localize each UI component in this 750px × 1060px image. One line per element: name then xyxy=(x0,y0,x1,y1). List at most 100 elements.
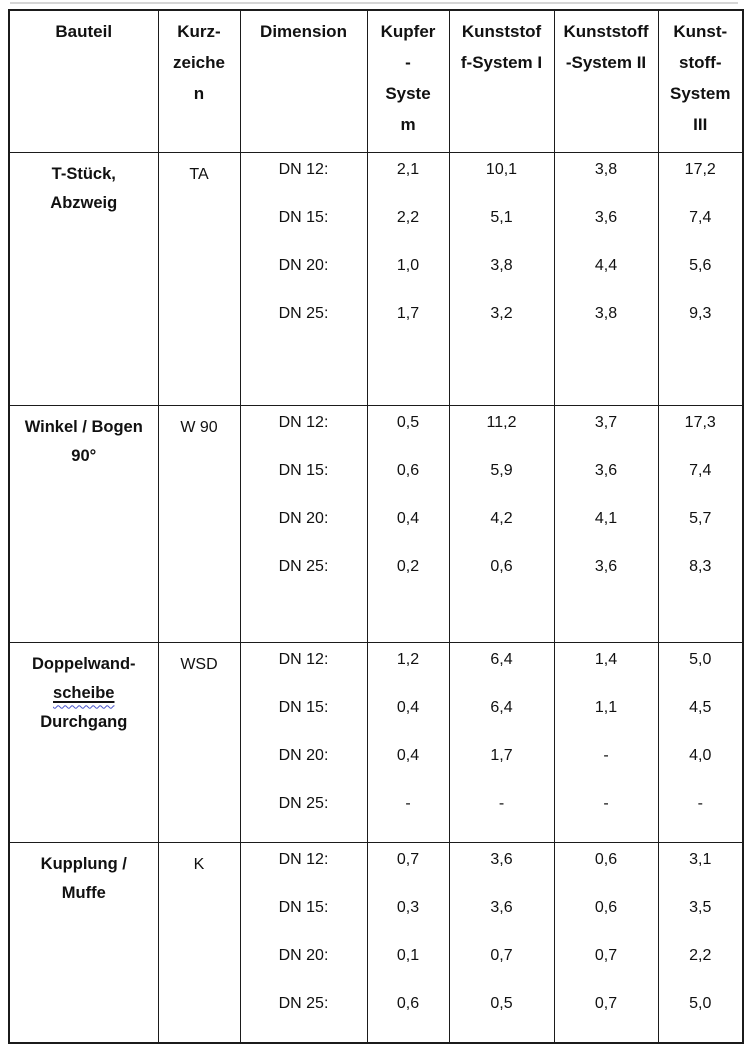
value: 1,1 xyxy=(594,698,618,716)
component-name-line: Winkel / Bogen xyxy=(24,417,143,436)
table-row-t-stueck: T-Stück, Abzweig TA DN 12: DN 15: DN 20:… xyxy=(8,151,744,406)
dimension-label: DN 20: xyxy=(278,509,329,527)
dimension-label: DN 20: xyxy=(278,746,329,764)
scan-artifact-line xyxy=(10,2,738,4)
value: 8,3 xyxy=(689,557,712,575)
kunststoff-system-2-cell: 0,6 0,6 0,7 0,7 xyxy=(553,841,659,1043)
value: 3,6 xyxy=(594,557,618,575)
value: 5,1 xyxy=(490,208,513,226)
dimension-label: DN 15: xyxy=(278,208,329,226)
value: 7,4 xyxy=(689,208,712,226)
value: 3,7 xyxy=(594,413,618,431)
value: 0,6 xyxy=(396,461,420,479)
value: 5,6 xyxy=(689,256,712,274)
value: 3,6 xyxy=(490,898,513,916)
value: 2,2 xyxy=(396,208,420,226)
value: 0,6 xyxy=(490,557,513,575)
value: 0,4 xyxy=(396,509,420,527)
value: 3,8 xyxy=(594,160,618,178)
value: 0,4 xyxy=(396,746,420,764)
value: 3,8 xyxy=(490,256,513,274)
table-row-kupplung-muffe: Kupplung / Muffe K DN 12: DN 15: DN 20: … xyxy=(8,841,744,1043)
dimension-label: DN 20: xyxy=(278,256,329,274)
value: 3,6 xyxy=(594,208,618,226)
component-name-line: scheibe xyxy=(10,679,158,708)
dimension-label: DN 15: xyxy=(278,698,329,716)
value: 0,7 xyxy=(396,850,420,868)
kunststoff-system-3-cell: 3,1 3,5 2,2 5,0 xyxy=(657,841,744,1043)
header-cell-dimension: Dimension xyxy=(239,9,368,153)
component-name-cell: Doppelwand- scheibe Durchgang xyxy=(8,641,159,843)
kunststoff-system-1-cell: 3,6 3,6 0,7 0,5 xyxy=(448,841,555,1043)
value: 2,1 xyxy=(396,160,420,178)
kunststoff-system-1-cell: 11,2 5,9 4,2 0,6 xyxy=(448,404,555,643)
value: 0,7 xyxy=(594,994,618,1012)
dimension-label: DN 15: xyxy=(278,898,329,916)
value: 0,7 xyxy=(594,946,618,964)
value: 4,4 xyxy=(594,256,618,274)
value: 17,2 xyxy=(684,160,716,178)
kupfer-system-cell: 2,1 2,2 1,0 1,7 xyxy=(366,151,450,406)
value: 4,0 xyxy=(689,746,712,764)
value: - xyxy=(498,794,505,812)
header-cell-kurzzeichen: Kurz- zeiche n xyxy=(157,9,241,153)
value: 1,7 xyxy=(396,304,420,322)
header-cell-kunststoff-system-1: Kunststof f-System I xyxy=(448,9,555,153)
kunststoff-system-2-cell: 3,7 3,6 4,1 3,6 xyxy=(553,404,659,643)
value: 5,0 xyxy=(689,650,712,668)
value: 0,6 xyxy=(396,994,420,1012)
component-name-cell: Kupplung / Muffe xyxy=(8,841,159,1043)
kunststoff-system-3-cell: 17,2 7,4 5,6 9,3 xyxy=(657,151,744,406)
table-row-doppelwandscheibe: Doppelwand- scheibe Durchgang WSD DN 12:… xyxy=(8,641,744,843)
value: 0,5 xyxy=(396,413,420,431)
value: 6,4 xyxy=(490,650,513,668)
header-cell-bauteil: Bauteil xyxy=(8,9,159,153)
code-cell: K xyxy=(157,841,241,1043)
kunststoff-system-3-cell: 17,3 7,4 5,7 8,3 xyxy=(657,404,744,643)
value: 0,6 xyxy=(594,898,618,916)
dimension-label: DN 12: xyxy=(278,413,329,431)
value: 5,9 xyxy=(490,461,513,479)
value: 4,5 xyxy=(689,698,712,716)
spellcheck-squiggle: scheibe xyxy=(53,684,114,702)
value: 11,2 xyxy=(486,413,517,431)
value: 0,5 xyxy=(490,994,513,1012)
value: 3,5 xyxy=(689,898,712,916)
component-name-line: Durchgang xyxy=(40,712,128,731)
underlined-word: scheibe xyxy=(53,683,115,702)
value: 3,6 xyxy=(594,461,618,479)
value: - xyxy=(603,746,609,764)
kunststoff-system-1-cell: 6,4 6,4 1,7 - xyxy=(448,641,555,843)
header-cell-kunststoff-system-2: Kunststoff -System II xyxy=(553,9,659,153)
value: 0,7 xyxy=(490,946,513,964)
value: 9,3 xyxy=(689,304,712,322)
value: 6,4 xyxy=(490,698,513,716)
dimension-label: DN 20: xyxy=(278,946,329,964)
value: 10,1 xyxy=(485,160,518,178)
code-cell: W 90 xyxy=(157,404,241,643)
dimension-label: DN 25: xyxy=(278,994,329,1012)
value: 1,7 xyxy=(490,746,513,764)
kupfer-system-cell: 1,2 0,4 0,4 - xyxy=(366,641,450,843)
value: - xyxy=(603,794,609,812)
kunststoff-system-1-cell: 10,1 5,1 3,8 3,2 xyxy=(448,151,555,406)
dimension-label: DN 12: xyxy=(278,850,329,868)
component-pressure-loss-table: Bauteil Kurz- zeiche n Dimension Kupfer … xyxy=(8,9,744,1044)
dimension-cell: DN 12: DN 15: DN 20: DN 25: xyxy=(239,151,368,406)
value: - xyxy=(405,794,411,812)
value: 0,6 xyxy=(594,850,618,868)
value: 0,1 xyxy=(396,946,420,964)
component-name-line: 90° xyxy=(71,446,97,465)
value: 17,3 xyxy=(684,413,716,431)
kunststoff-system-3-cell: 5,0 4,5 4,0 - xyxy=(657,641,744,843)
component-name-cell: Winkel / Bogen 90° xyxy=(8,404,159,643)
table-row-winkel-bogen: Winkel / Bogen 90° W 90 DN 12: DN 15: DN… xyxy=(8,404,744,643)
value: - xyxy=(697,794,703,812)
value: 7,4 xyxy=(689,461,712,479)
value: 3,6 xyxy=(490,850,513,868)
component-name-line: Muffe xyxy=(61,883,106,902)
component-name-cell: T-Stück, Abzweig xyxy=(8,151,159,406)
code-cell: TA xyxy=(157,151,241,406)
component-name-line: Doppelwand- xyxy=(31,654,136,673)
